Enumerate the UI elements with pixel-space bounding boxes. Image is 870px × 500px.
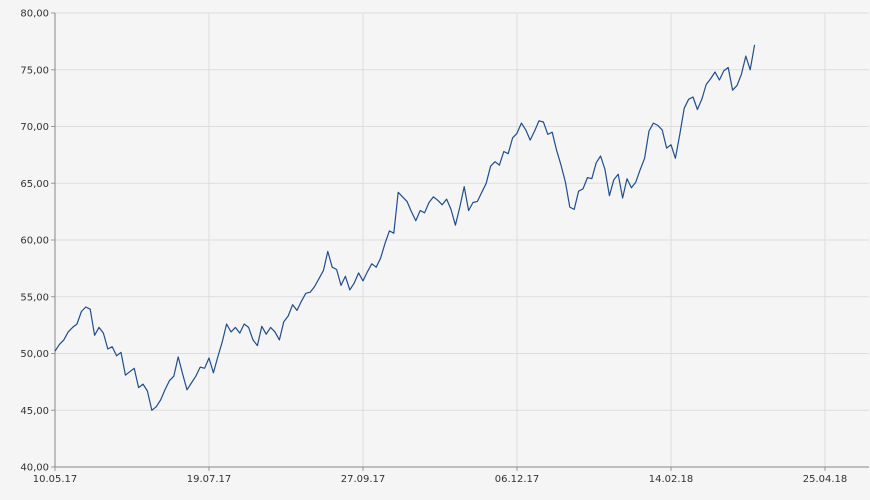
- x-axis-tick-labels: 10.05.17 19.07.17 27.09.17 06.12.17 14.02.18…: [33, 474, 848, 485]
- x-gridlines: [208, 13, 826, 467]
- y-tick-label: 45,00: [20, 406, 49, 417]
- y-tick-label: 55,00: [20, 292, 49, 303]
- y-tick-label: 65,00: [20, 179, 49, 190]
- axes: [51, 12, 869, 471]
- y-tick-label: 75,00: [20, 65, 49, 76]
- y-gridlines: [55, 12, 869, 468]
- y-tick-label: 50,00: [20, 349, 49, 360]
- y-tick-label: 60,00: [20, 236, 49, 247]
- y-tick-label: 40,00: [20, 463, 49, 474]
- x-tick-label: 14.02.18: [649, 474, 694, 485]
- y-axis-tick-labels: 40,00 45,00 50,00 55,00 60,00 65,00 70,00 75,00…: [20, 9, 49, 474]
- series-group: [54, 44, 756, 411]
- x-tick-label: 25.04.18: [803, 474, 848, 485]
- x-tick-label: 06.12.17: [495, 474, 540, 485]
- x-tick-label: 19.07.17: [187, 474, 232, 485]
- y-tick-label: 70,00: [20, 122, 49, 133]
- x-tick-label: 10.05.17: [33, 474, 78, 485]
- x-tick-label: 27.09.17: [341, 474, 386, 485]
- series-line: [54, 44, 756, 411]
- y-tick-label: 80,00: [20, 9, 49, 20]
